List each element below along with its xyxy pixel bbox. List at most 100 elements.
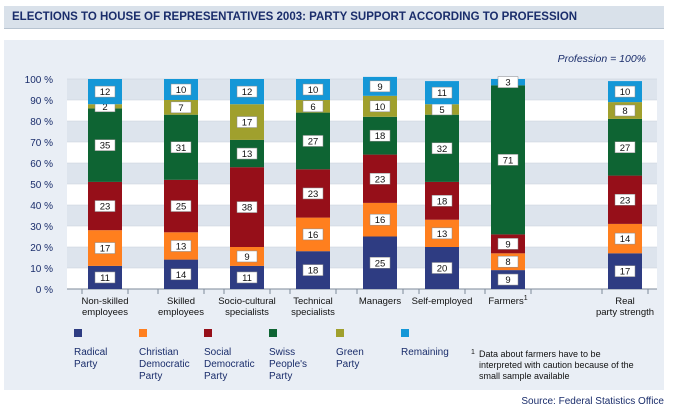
data-label: 9 [505, 239, 510, 250]
data-label-box [431, 195, 453, 207]
data-label-box [614, 265, 636, 277]
legend-label-social: Party [204, 371, 227, 382]
data-label-box [431, 86, 453, 99]
gridline-band [67, 121, 657, 142]
y-tick-label: 40 % [30, 201, 53, 212]
data-label: 8 [622, 106, 627, 117]
data-label-box [94, 85, 116, 98]
legend-label-social: Democratic [204, 359, 255, 370]
data-label: 11 [242, 273, 252, 284]
footnote-marker: 1 [471, 349, 475, 356]
data-label-box [302, 228, 324, 241]
y-tick-label: 70 % [30, 138, 53, 149]
data-label-box [369, 100, 391, 113]
y-tick-label: 90 % [30, 96, 53, 107]
legend-label-swiss: Swiss [269, 347, 295, 358]
category-label: Socio-cultural [218, 296, 276, 307]
data-label-box [170, 240, 192, 252]
data-label: 2 [102, 102, 107, 113]
legend-label-radical: Party [74, 359, 97, 370]
data-label: 14 [620, 234, 631, 245]
data-label: 31 [176, 143, 187, 154]
data-label: 18 [308, 266, 319, 277]
data-label-box [431, 262, 453, 274]
legend-label-swiss: Party [269, 371, 292, 382]
data-label-box [236, 85, 258, 98]
category-label: employees [158, 307, 204, 318]
category-label: employees [82, 307, 128, 318]
data-label: 18 [437, 196, 448, 207]
data-label-box [302, 135, 324, 147]
gridline-band [67, 268, 657, 289]
data-label-box [170, 141, 192, 153]
y-tick-label: 100 % [25, 75, 53, 86]
category-label: specialists [225, 307, 269, 318]
data-label: 12 [100, 87, 111, 98]
data-label-box [431, 227, 453, 240]
data-label: 25 [176, 202, 187, 213]
data-label: 13 [242, 149, 253, 160]
gridline-band [67, 184, 657, 205]
data-label: 25 [375, 258, 386, 269]
data-label-box [614, 194, 636, 206]
source-note: Source: Federal Statistics Office [521, 396, 664, 407]
data-label: 9 [377, 82, 382, 93]
data-label: 9 [244, 252, 249, 263]
category-label: specialists [291, 307, 335, 318]
gridline-band [67, 79, 657, 100]
category-label: Self-employed [412, 296, 473, 307]
data-label: 16 [308, 230, 319, 241]
data-label-box [497, 76, 519, 88]
gridline-band [67, 226, 657, 247]
category-label: Managers [359, 296, 401, 307]
data-label-box [236, 201, 258, 213]
legend-label-christian: Christian [139, 347, 178, 358]
y-tick-label: 0 % [36, 285, 53, 296]
data-label: 10 [620, 87, 631, 98]
data-label: 16 [375, 215, 386, 226]
data-label-box [431, 142, 453, 155]
data-label: 9 [505, 275, 510, 286]
y-tick-label: 30 % [30, 222, 53, 233]
data-label-box [236, 147, 258, 160]
data-label-box [369, 173, 391, 185]
data-label: 32 [437, 144, 448, 155]
data-label-box [236, 116, 258, 128]
data-label: 7 [178, 103, 183, 114]
data-label-box [302, 187, 324, 200]
data-label-box [236, 271, 258, 284]
data-label-box [614, 104, 636, 117]
data-label-box [369, 80, 391, 93]
data-label-box [302, 100, 324, 113]
data-label-box [94, 139, 116, 151]
legend-swatch-remaining [401, 329, 409, 337]
data-label-box [94, 242, 116, 254]
legend-swatch-green [336, 329, 344, 337]
legend-label-green: Party [336, 359, 359, 370]
chart-title: ELECTIONS TO HOUSE OF REPRESENTATIVES 20… [12, 11, 578, 23]
data-label-box [369, 257, 391, 269]
data-label-box [94, 271, 116, 284]
data-label: 6 [310, 102, 315, 113]
legend-label-social: Social [204, 347, 231, 358]
legend-label-christian: Party [139, 371, 162, 382]
legend-label-green: Green [336, 347, 364, 358]
data-label: 17 [242, 118, 253, 129]
data-label-box [614, 141, 636, 153]
category-label: Skilled [167, 296, 195, 307]
y-tick-label: 60 % [30, 159, 53, 170]
data-label: 23 [375, 174, 386, 185]
data-label: 13 [176, 241, 187, 252]
data-label: 17 [620, 267, 631, 278]
gridline-band [67, 100, 657, 121]
data-label: 10 [308, 85, 319, 96]
data-label: 71 [503, 155, 514, 166]
category-label: Real [615, 296, 635, 307]
legend-swatch-swiss [269, 329, 277, 337]
data-label: 23 [620, 195, 631, 206]
gridline-band [67, 142, 657, 163]
data-label-box [236, 250, 258, 263]
legend-label-radical: Radical [74, 347, 107, 358]
footnote-text: small sample available [479, 371, 570, 381]
data-label: 14 [176, 270, 187, 281]
